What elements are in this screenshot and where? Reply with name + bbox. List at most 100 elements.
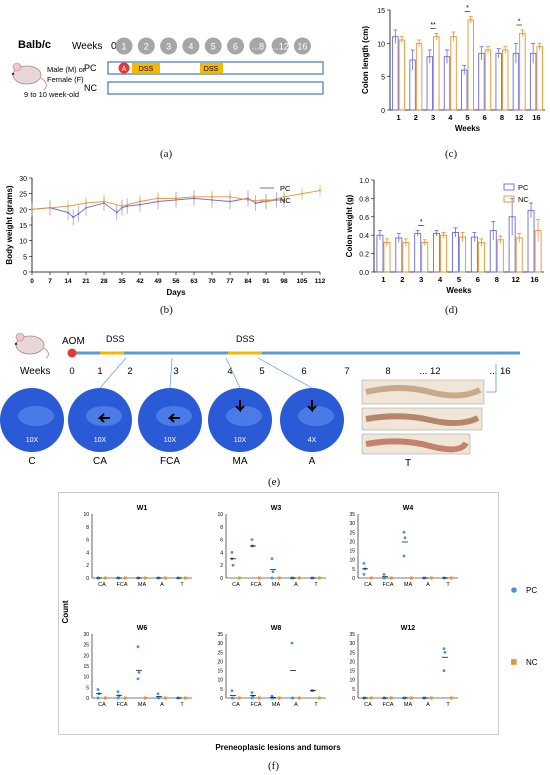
point-NC — [390, 576, 393, 580]
lesion-label-C: C — [28, 456, 35, 467]
timeline-histology-figure: AOM DSS DSS Weeks 0 1 2 3 4 5 6 7 8... 12... 16 … — [0, 332, 520, 469]
x-tick-label: 5 — [457, 275, 461, 284]
point-PC — [275, 198, 278, 201]
y-tick-label: 8 — [86, 525, 89, 531]
point-PC — [290, 641, 294, 645]
legend-swatch-PC — [511, 587, 517, 593]
y-tick-label: 5 — [352, 567, 355, 573]
x-tick-label: 8 — [500, 113, 504, 122]
y-tick-label: 0 — [352, 696, 355, 702]
week-number-0: 0 — [69, 366, 74, 377]
point-PC — [382, 576, 386, 580]
point-NC — [104, 576, 107, 580]
point-PC — [271, 570, 275, 573]
bar-PC-4 — [433, 232, 441, 273]
y-tick-label: 10 — [349, 558, 355, 564]
histology-highlight — [156, 406, 192, 426]
x-tick-label: 3 — [431, 113, 435, 122]
point-PC — [230, 551, 234, 554]
x-tick-label: A — [294, 582, 298, 588]
y-tick-label: 4 — [86, 550, 89, 556]
x-tick-label: 0 — [30, 278, 34, 285]
y-tick-label: 10 — [349, 678, 355, 684]
age-label: 9 to 10 week-old — [24, 90, 79, 99]
point-PC — [362, 572, 366, 576]
caption-e: (e) — [268, 476, 281, 488]
connector-line — [99, 357, 127, 389]
y-tick-label: 15 — [349, 549, 355, 555]
x-tick-label: 49 — [154, 278, 162, 285]
week-circle-label-0: 1 — [121, 42, 126, 52]
point-PC — [156, 692, 160, 696]
point-PC — [382, 572, 386, 576]
x-tick-label: A — [426, 582, 430, 588]
x-tick-label: CA — [364, 582, 372, 588]
significance-label: * — [420, 219, 423, 226]
point-NC — [184, 696, 187, 700]
panel-a-diagram: Balb/c Male (M) or Female (F) 9 to 10 we… — [11, 37, 324, 99]
point-NC — [67, 205, 69, 208]
x-tick-label: A — [294, 702, 298, 708]
bar-NC-6 — [484, 49, 492, 111]
point-NC — [164, 576, 167, 580]
point-NC — [430, 696, 433, 700]
x-tick-label: 28 — [100, 278, 108, 285]
y-tick-label: 30 — [19, 176, 27, 183]
bar-NC-1 — [383, 242, 391, 273]
y-tick-label: 10 — [377, 41, 385, 48]
y-tick-label: 25 — [19, 192, 27, 199]
point-PC — [250, 691, 254, 694]
body-weight-chart: 0 5 10 15 20 25 30 0 7 14 21 28 35 42 49 56 63 70 77 84 91 98… — [5, 176, 326, 297]
x-axis-label: Preneoplasic lesions and tumors — [215, 743, 341, 752]
point-NC — [370, 696, 373, 700]
x-tick-label: 12 — [511, 275, 519, 284]
x-tick-label: CA — [98, 582, 106, 588]
x-tick-label: 105 — [297, 278, 308, 285]
point-PC — [402, 530, 406, 534]
x-axis-label: Days — [166, 288, 186, 297]
magnification-label: 10X — [26, 437, 39, 444]
week-circle-label-7: ...12 — [271, 42, 289, 52]
x-tick-label: FCA — [383, 702, 394, 708]
point-NC — [103, 200, 105, 203]
y-tick-label: 15 — [349, 669, 355, 675]
point-NC — [31, 208, 33, 211]
bar-PC-3 — [426, 56, 434, 111]
mouse-icon — [11, 62, 47, 91]
point-PC — [270, 696, 274, 700]
lesion-arrow-icon — [235, 400, 245, 413]
magnification-label: 10X — [94, 437, 107, 444]
weeks-label: Weeks — [72, 41, 102, 52]
week-number-6: 6 — [301, 366, 306, 377]
week-circle-5 — [227, 37, 244, 55]
week-circle-0 — [115, 37, 133, 55]
point-NC — [139, 200, 141, 203]
histology-highlight — [86, 406, 122, 426]
point-NC — [229, 195, 231, 198]
caption-c: (c) — [445, 148, 458, 160]
dss-label-2: DSS — [236, 334, 255, 344]
bar-PC-4 — [443, 56, 451, 111]
dss-block-2 — [200, 63, 223, 73]
point-NC — [283, 195, 285, 198]
connector-line — [169, 357, 173, 389]
x-tick-label: CA — [232, 582, 240, 588]
y-axis-label: Colon weight (g) — [345, 194, 354, 257]
week-number-2: 2 — [127, 366, 132, 377]
bar-NC-8 — [501, 49, 509, 111]
y-tick-label: 30 — [217, 641, 223, 647]
point-PC — [443, 650, 447, 654]
x-tick-label: 98 — [280, 278, 288, 285]
point-NC — [144, 576, 147, 580]
y-tick-label: 5 — [23, 254, 27, 261]
x-tick-label: MA — [138, 582, 147, 588]
weeks-label-e: Weeks — [20, 366, 50, 377]
panel-e: AOM DSS DSS Weeks 0 1 2 3 4 5 6 7 8... 12... 16 … — [0, 318, 550, 469]
legend-label-NC: NC — [518, 195, 529, 204]
x-tick-label: MA — [138, 702, 147, 708]
dss-block-1-label: DSS — [139, 66, 154, 73]
panel-b: 0 5 10 15 20 25 30 0 7 14 21 28 35 42 49 56 63 70 77 84 91 98… — [0, 168, 330, 298]
y-tick-label: 15 — [19, 223, 27, 230]
bar-PC-1 — [392, 36, 399, 111]
week-circle-6 — [249, 37, 267, 55]
